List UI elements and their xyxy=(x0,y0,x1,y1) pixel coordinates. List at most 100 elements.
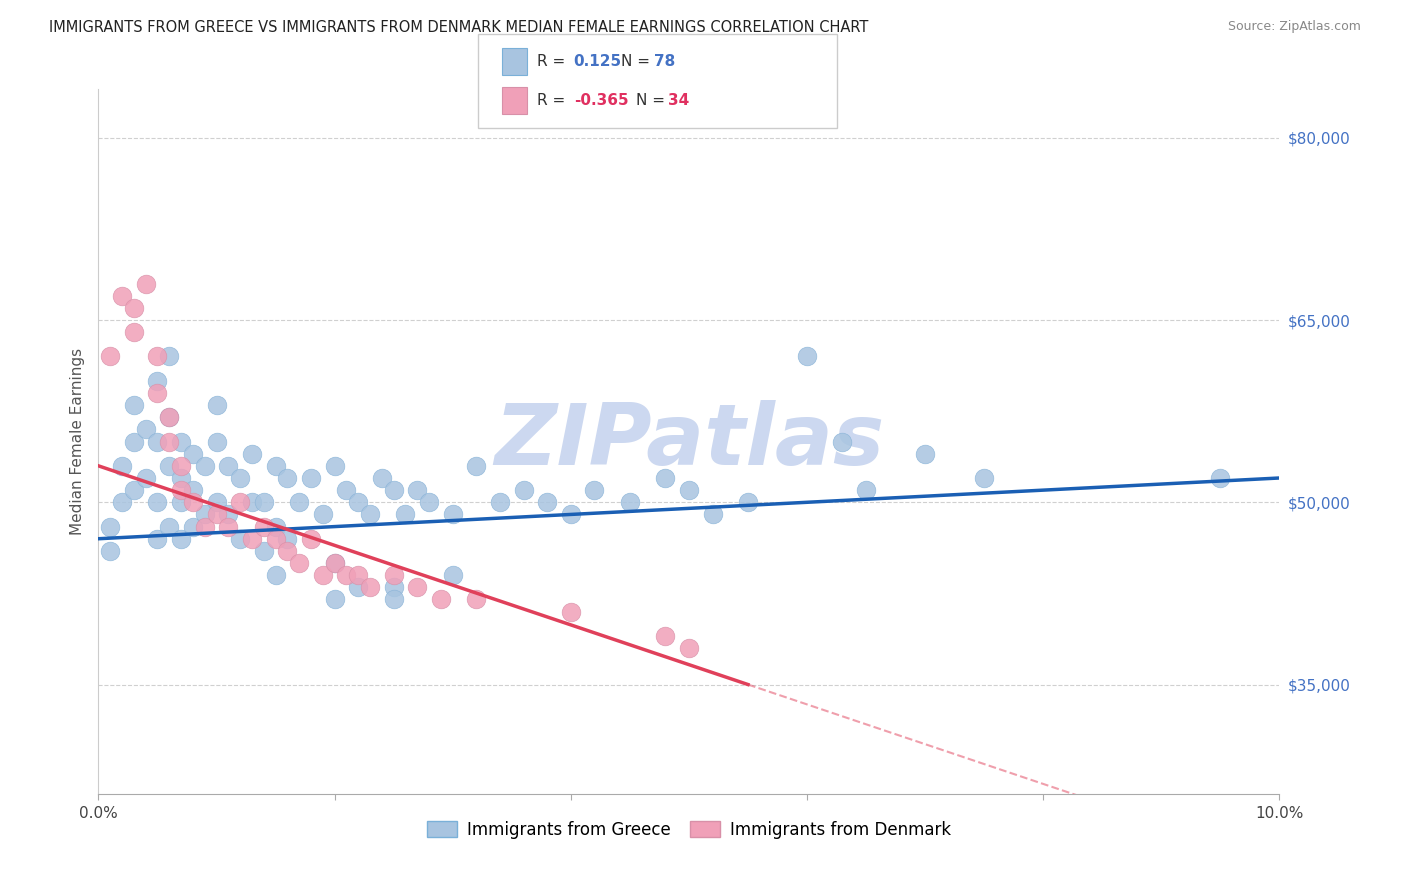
Point xyxy=(157,350,180,364)
Point xyxy=(240,447,263,461)
Point xyxy=(654,629,676,643)
Point xyxy=(135,422,157,436)
Point xyxy=(135,471,157,485)
Point xyxy=(276,544,298,558)
Point xyxy=(146,350,169,364)
Point xyxy=(194,458,217,473)
Point xyxy=(288,495,311,509)
Point xyxy=(217,519,239,533)
Point xyxy=(583,483,606,497)
Point xyxy=(347,495,370,509)
Point xyxy=(135,277,157,291)
Point xyxy=(382,483,405,497)
Point xyxy=(253,495,276,509)
Point xyxy=(240,495,263,509)
Point xyxy=(382,568,405,582)
Text: R =: R = xyxy=(537,54,571,69)
Point xyxy=(170,532,193,546)
Point xyxy=(157,410,180,425)
Point xyxy=(323,458,346,473)
Point xyxy=(157,458,180,473)
Point xyxy=(973,471,995,485)
Point xyxy=(146,374,169,388)
Point xyxy=(560,605,582,619)
Legend: Immigrants from Greece, Immigrants from Denmark: Immigrants from Greece, Immigrants from … xyxy=(420,814,957,846)
Point xyxy=(181,495,204,509)
Point xyxy=(111,289,134,303)
Point xyxy=(194,508,217,522)
Point xyxy=(146,434,169,449)
Point xyxy=(217,458,239,473)
Point xyxy=(122,398,145,412)
Point xyxy=(205,508,228,522)
Point xyxy=(465,458,488,473)
Point xyxy=(489,495,512,509)
Point xyxy=(98,350,121,364)
Point xyxy=(831,434,853,449)
Point xyxy=(170,495,193,509)
Point xyxy=(312,508,335,522)
Point xyxy=(240,532,263,546)
Point xyxy=(229,532,252,546)
Point xyxy=(194,519,217,533)
Point xyxy=(914,447,936,461)
Point xyxy=(702,508,724,522)
Point xyxy=(122,301,145,315)
Point xyxy=(157,434,180,449)
Text: 0.125: 0.125 xyxy=(574,54,621,69)
Point xyxy=(146,495,169,509)
Point xyxy=(359,508,381,522)
Point xyxy=(299,471,322,485)
Point xyxy=(347,568,370,582)
Text: N =: N = xyxy=(636,93,669,108)
Point xyxy=(465,592,488,607)
Point xyxy=(253,544,276,558)
Point xyxy=(441,508,464,522)
Point xyxy=(98,544,121,558)
Point xyxy=(122,483,145,497)
Point xyxy=(205,434,228,449)
Point xyxy=(382,580,405,594)
Point xyxy=(654,471,676,485)
Point xyxy=(181,447,204,461)
Text: R =: R = xyxy=(537,93,571,108)
Point xyxy=(678,641,700,656)
Text: -0.365: -0.365 xyxy=(574,93,628,108)
Point xyxy=(394,508,416,522)
Point xyxy=(264,519,287,533)
Point xyxy=(276,471,298,485)
Point xyxy=(430,592,453,607)
Text: Source: ZipAtlas.com: Source: ZipAtlas.com xyxy=(1227,20,1361,33)
Point xyxy=(512,483,534,497)
Point xyxy=(323,592,346,607)
Point xyxy=(122,434,145,449)
Point xyxy=(170,434,193,449)
Point xyxy=(406,580,429,594)
Point xyxy=(371,471,394,485)
Point xyxy=(170,458,193,473)
Point xyxy=(1209,471,1232,485)
Point xyxy=(678,483,700,497)
Point xyxy=(181,483,204,497)
Text: IMMIGRANTS FROM GREECE VS IMMIGRANTS FROM DENMARK MEDIAN FEMALE EARNINGS CORRELA: IMMIGRANTS FROM GREECE VS IMMIGRANTS FRO… xyxy=(49,20,869,35)
Point xyxy=(536,495,558,509)
Point xyxy=(217,508,239,522)
Point xyxy=(122,325,145,339)
Point xyxy=(359,580,381,594)
Point xyxy=(229,495,252,509)
Point xyxy=(264,532,287,546)
Point xyxy=(111,458,134,473)
Point xyxy=(157,410,180,425)
Point xyxy=(229,471,252,485)
Point xyxy=(288,556,311,570)
Point xyxy=(299,532,322,546)
Text: 78: 78 xyxy=(654,54,675,69)
Point xyxy=(253,519,276,533)
Point xyxy=(347,580,370,594)
Point xyxy=(98,519,121,533)
Point xyxy=(170,471,193,485)
Point xyxy=(418,495,440,509)
Point xyxy=(205,495,228,509)
Point xyxy=(157,519,180,533)
Y-axis label: Median Female Earnings: Median Female Earnings xyxy=(69,348,84,535)
